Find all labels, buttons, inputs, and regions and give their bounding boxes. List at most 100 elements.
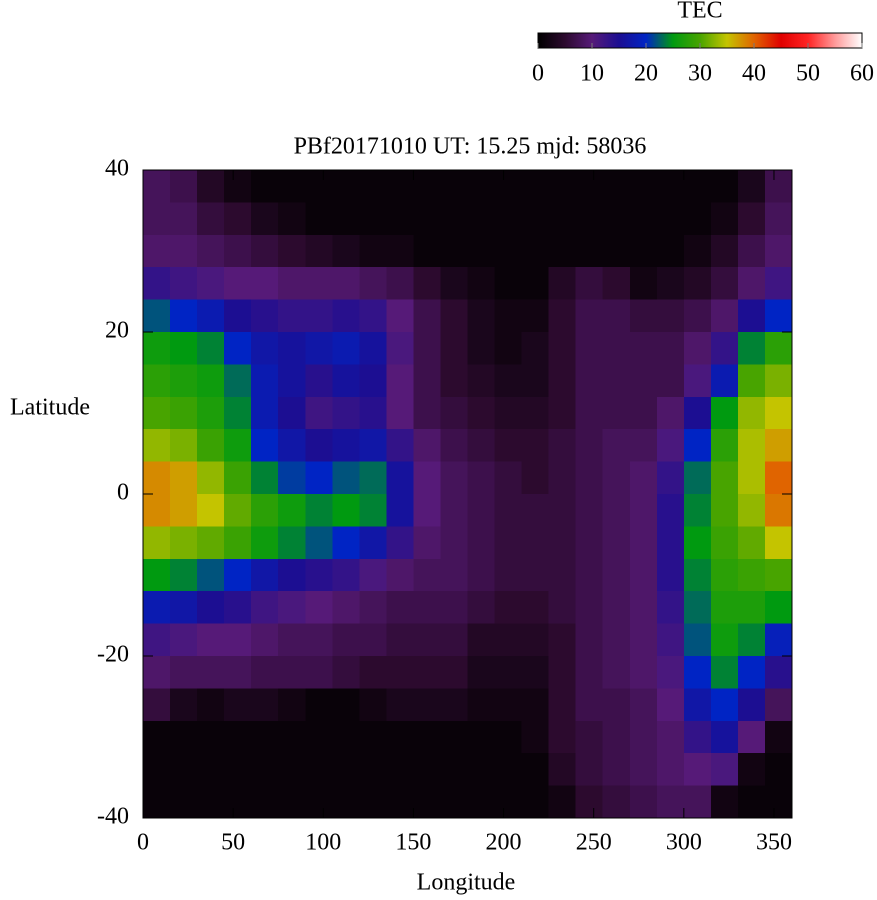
- heatmap-cell: [386, 364, 415, 398]
- heatmap-cell: [656, 267, 685, 301]
- heatmap-cell: [710, 332, 739, 365]
- heatmap-cell: [251, 656, 279, 689]
- heatmap-cell: [197, 656, 225, 689]
- heatmap-cell: [305, 591, 333, 625]
- heatmap-cell: [170, 396, 198, 430]
- heatmap-cell: [386, 688, 415, 722]
- heatmap-cell: [278, 526, 306, 560]
- heatmap-cell: [521, 364, 550, 398]
- heatmap-cell: [305, 364, 333, 398]
- heatmap-cell: [629, 623, 658, 657]
- heatmap-cell: [359, 623, 387, 657]
- heatmap-cell: [278, 364, 306, 398]
- heatmap-cell: [170, 753, 198, 787]
- heatmap-cell: [548, 494, 577, 527]
- x-tick-label: 50: [221, 830, 245, 856]
- heatmap-cell: [359, 688, 387, 722]
- heatmap-cell: [710, 461, 739, 495]
- heatmap-cell: [602, 494, 631, 527]
- heatmap-cell: [683, 202, 712, 236]
- heatmap-cell: [224, 461, 252, 495]
- heatmap-cell: [656, 591, 685, 625]
- heatmap-cell: [440, 591, 469, 625]
- heatmap-cell: [548, 396, 577, 430]
- heatmap-cell: [602, 623, 631, 657]
- heatmap-cell: [737, 494, 766, 527]
- heatmap-cell: [413, 332, 442, 365]
- heatmap-cell: [332, 332, 360, 365]
- heatmap-cell: [170, 623, 198, 657]
- heatmap-cell: [197, 494, 225, 527]
- heatmap-cell: [413, 267, 442, 301]
- heatmap-cell: [440, 267, 469, 301]
- heatmap-cell: [548, 429, 577, 463]
- heatmap-cell: [440, 526, 469, 560]
- x-tick-label: 150: [395, 830, 431, 856]
- heatmap-cell: [710, 688, 739, 722]
- heatmap-cell: [494, 688, 523, 722]
- heatmap-cell: [278, 656, 306, 689]
- heatmap-cell: [386, 461, 415, 495]
- heatmap-cell: [710, 299, 739, 333]
- heatmap-cell: [602, 202, 631, 236]
- heatmap-cell: [629, 299, 658, 333]
- heatmap-cell: [197, 396, 225, 430]
- heatmap-cell: [575, 688, 604, 722]
- heatmap-cell: [710, 494, 739, 527]
- heatmap-cell: [521, 202, 550, 236]
- heatmap-cell: [710, 720, 739, 754]
- heatmap-cell: [521, 558, 550, 592]
- heatmap-cell: [629, 396, 658, 430]
- heatmap-cell: [710, 656, 739, 689]
- heatmap-cell: [224, 526, 252, 560]
- heatmap-cell: [521, 785, 550, 818]
- heatmap-cell: [521, 429, 550, 463]
- heatmap-cell: [413, 623, 442, 657]
- heatmap-cell: [737, 299, 766, 333]
- heatmap-cell: [602, 461, 631, 495]
- heatmap-cell: [278, 688, 306, 722]
- heatmap-cell: [575, 429, 604, 463]
- heatmap-cell: [602, 558, 631, 592]
- heatmap-cell: [359, 558, 387, 592]
- heatmap-cell: [737, 656, 766, 689]
- heatmap-cell: [440, 429, 469, 463]
- heatmap-cell: [413, 526, 442, 560]
- heatmap-cell: [737, 785, 766, 818]
- heatmap-cell: [629, 526, 658, 560]
- heatmap-cell: [602, 396, 631, 430]
- heatmap-cell: [521, 494, 550, 527]
- heatmap-cell: [143, 785, 171, 818]
- heatmap-cell: [494, 299, 523, 333]
- heatmap-cell: [143, 170, 171, 203]
- heatmap-cell: [305, 656, 333, 689]
- heatmap-cell: [413, 558, 442, 592]
- heatmap-cell: [764, 234, 792, 268]
- heatmap-cell: [494, 720, 523, 754]
- heatmap-cell: [764, 267, 792, 301]
- heatmap-cell: [710, 202, 739, 236]
- heatmap-cell: [467, 170, 496, 203]
- heatmap-cell: [224, 753, 252, 787]
- heatmap-cell: [251, 688, 279, 722]
- heatmap-cell: [494, 558, 523, 592]
- heatmap-cell: [305, 623, 333, 657]
- y-tick-label: 20: [105, 318, 129, 344]
- heatmap-cell: [170, 332, 198, 365]
- heatmap-cell: [737, 364, 766, 398]
- heatmap-cell: [278, 494, 306, 527]
- heatmap-cell: [710, 623, 739, 657]
- heatmap-cell: [656, 494, 685, 527]
- heatmap-cell: [683, 785, 712, 818]
- heatmap-cell: [359, 234, 387, 268]
- heatmap-cell: [413, 753, 442, 787]
- heatmap-cell: [413, 461, 442, 495]
- heatmap-cell: [737, 396, 766, 430]
- heatmap-cell: [332, 299, 360, 333]
- heatmap-cell: [548, 785, 577, 818]
- heatmap-cell: [494, 234, 523, 268]
- heatmap-cell: [359, 364, 387, 398]
- heatmap-cell: [683, 591, 712, 625]
- heatmap-cell: [683, 720, 712, 754]
- heatmap-cell: [575, 299, 604, 333]
